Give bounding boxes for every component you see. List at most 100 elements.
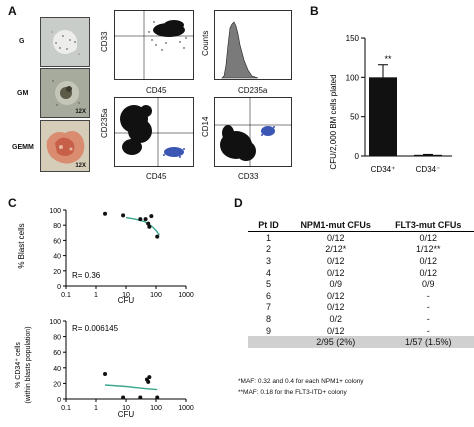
- flow-plot-cd14-cd33: [214, 97, 292, 167]
- chart-point: [149, 214, 154, 219]
- chart-b-bar: [369, 77, 397, 156]
- chart-b-ylabel: CFU/2,000 BM cells plated: [329, 74, 338, 169]
- colony-mag-gm: 12X: [75, 109, 86, 115]
- chart-xtick-label: 100: [150, 292, 162, 299]
- colony-label-gm: GM: [17, 90, 29, 97]
- table-cell: 0/12: [419, 267, 437, 278]
- chart-b-category-cd34neg: CD34⁻: [416, 165, 441, 174]
- chart-xtick-label: 0.1: [61, 292, 71, 299]
- flow1-ylabel: CD33: [100, 31, 109, 52]
- table-cell: 0/12: [419, 255, 437, 266]
- panel-letter-c: C: [8, 196, 17, 210]
- flow4-ylabel: CD14: [201, 116, 210, 137]
- chart-fit-line: [104, 384, 158, 391]
- chart-point: [138, 217, 143, 222]
- colony-label-g: G: [19, 38, 25, 45]
- colony-label-gemm: GEMM: [12, 144, 34, 151]
- table-row: 5 0/9 0/9: [248, 278, 474, 290]
- chart-fit-line: [125, 216, 160, 236]
- table-cell: 4: [265, 267, 271, 278]
- chart-point: [103, 372, 108, 377]
- table-footnote-1: *MAF: 0.32 and 0.4 for each NPM1+ colony: [238, 378, 364, 385]
- chart-c2-xlabel: CFU: [118, 410, 135, 419]
- panel-letter-d: D: [234, 196, 243, 210]
- chart-xtick-label: 0.1: [61, 405, 71, 412]
- chart-c2-ylabel-2: (within blasts population): [25, 326, 32, 403]
- chart-point: [146, 379, 151, 384]
- table-cell: 2/12*: [325, 244, 347, 255]
- table-row: 4 0/12 0/12: [248, 267, 474, 279]
- chart-b-bar: [414, 154, 442, 156]
- chart-xtick-label: 1: [94, 292, 98, 299]
- chart-c2-scatter: % CD34⁺ cells (within blasts population)…: [15, 319, 194, 419]
- table-cell: 9: [265, 325, 271, 336]
- chart-point: [146, 221, 151, 226]
- table-row: 3 0/12 0/12: [248, 255, 474, 267]
- table-cell: 6: [265, 290, 271, 301]
- table-row: 8 0/2 -: [248, 313, 474, 325]
- chart-b-ytick-label: 150: [346, 34, 360, 43]
- table-header-npm1: NPM1-mut CFUs: [288, 219, 383, 232]
- table-cell: -: [426, 325, 430, 336]
- colony-image-gm: [41, 69, 89, 117]
- chart-xtick-label: 10: [122, 292, 130, 299]
- colony-image-gemm: [41, 121, 89, 171]
- chart-ytick-label: 100: [49, 208, 61, 215]
- chart-c1-ylabel: % Blast cells: [17, 223, 26, 268]
- table-row: 7 0/12 -: [248, 302, 474, 314]
- table-cell: 0/12: [326, 290, 345, 301]
- table-header-ptid: Pt ID: [248, 219, 289, 232]
- colony-mag-gemm: 12X: [75, 163, 86, 169]
- chart-xtick-label: 10: [122, 405, 130, 412]
- chart-c1-annotation: R= 0.36: [72, 271, 101, 280]
- table-footnote-2: **MAF: 0.18 for the FLT3-ITD+ colony: [238, 389, 347, 396]
- chart-point: [155, 234, 160, 239]
- table-cell: 0/9: [329, 279, 342, 290]
- table-cell: 0/12: [326, 302, 345, 313]
- chart-point: [103, 211, 108, 216]
- chart-xtick-label: 1000: [178, 405, 194, 412]
- table-cell: 2: [265, 244, 271, 255]
- table-cell: 1/12**: [415, 244, 441, 255]
- mutation-table: Pt ID NPM1-mut CFUs FLT3-mut CFUs 1 0/12 0…: [248, 219, 474, 348]
- chart-b-significance: **: [384, 54, 392, 64]
- flow-plot-cd235a-cd45: [114, 97, 194, 167]
- flow-plot-cd33-cd45: [114, 10, 194, 80]
- chart-b-ytick-label: 100: [346, 73, 360, 82]
- chart-ytick-label: 40: [53, 254, 61, 261]
- colony-photo-g: [40, 17, 90, 67]
- flow3-ylabel: CD235a: [100, 108, 109, 138]
- chart-c2-ylabel-1: % CD34⁺ cells: [15, 342, 22, 388]
- table-cell: 0/12: [326, 325, 345, 336]
- flow2-xlabel: CD235a: [238, 86, 268, 95]
- flow4-xlabel: CD33: [238, 172, 259, 181]
- chart-c1-xlabel: CFU: [118, 296, 135, 304]
- table-row: 1 0/12 0/12: [248, 232, 474, 244]
- chart-ytick-label: 60: [53, 238, 61, 245]
- chart-point: [121, 213, 126, 218]
- chart-ytick-label: 80: [53, 223, 61, 230]
- table-row: 6 0/12 -: [248, 290, 474, 302]
- panel-letter-a: A: [8, 4, 17, 18]
- chart-ytick-label: 0: [57, 284, 61, 291]
- chart-b-ytick-label: 50: [350, 113, 359, 122]
- table-cell: -: [426, 302, 430, 313]
- table-cell: 0/12: [326, 232, 345, 243]
- table-cell: -: [426, 313, 430, 324]
- table-cell: 0/9: [421, 279, 435, 290]
- chart-ytick-label: 20: [53, 269, 61, 276]
- colony-photo-gemm: 12X: [40, 120, 90, 172]
- colony-photo-gm: 12X: [40, 68, 90, 118]
- chart-ytick-label: 100: [49, 319, 61, 326]
- chart-point: [147, 224, 152, 229]
- flow2-ylabel: Counts: [201, 30, 210, 56]
- table-cell: -: [426, 290, 430, 301]
- table-total-row: 2/95 (2%) 1/57 (1.5%): [248, 336, 474, 348]
- chart-xtick-label: 100: [150, 405, 162, 412]
- chart-ytick-label: 20: [53, 381, 61, 388]
- chart-b-category-cd34pos: CD34⁺: [371, 165, 396, 174]
- chart-ytick-label: 0: [57, 397, 61, 404]
- table-total-cell: [248, 336, 289, 348]
- table-cell: 0/12: [326, 267, 345, 278]
- table-cell: 0/12: [326, 255, 345, 266]
